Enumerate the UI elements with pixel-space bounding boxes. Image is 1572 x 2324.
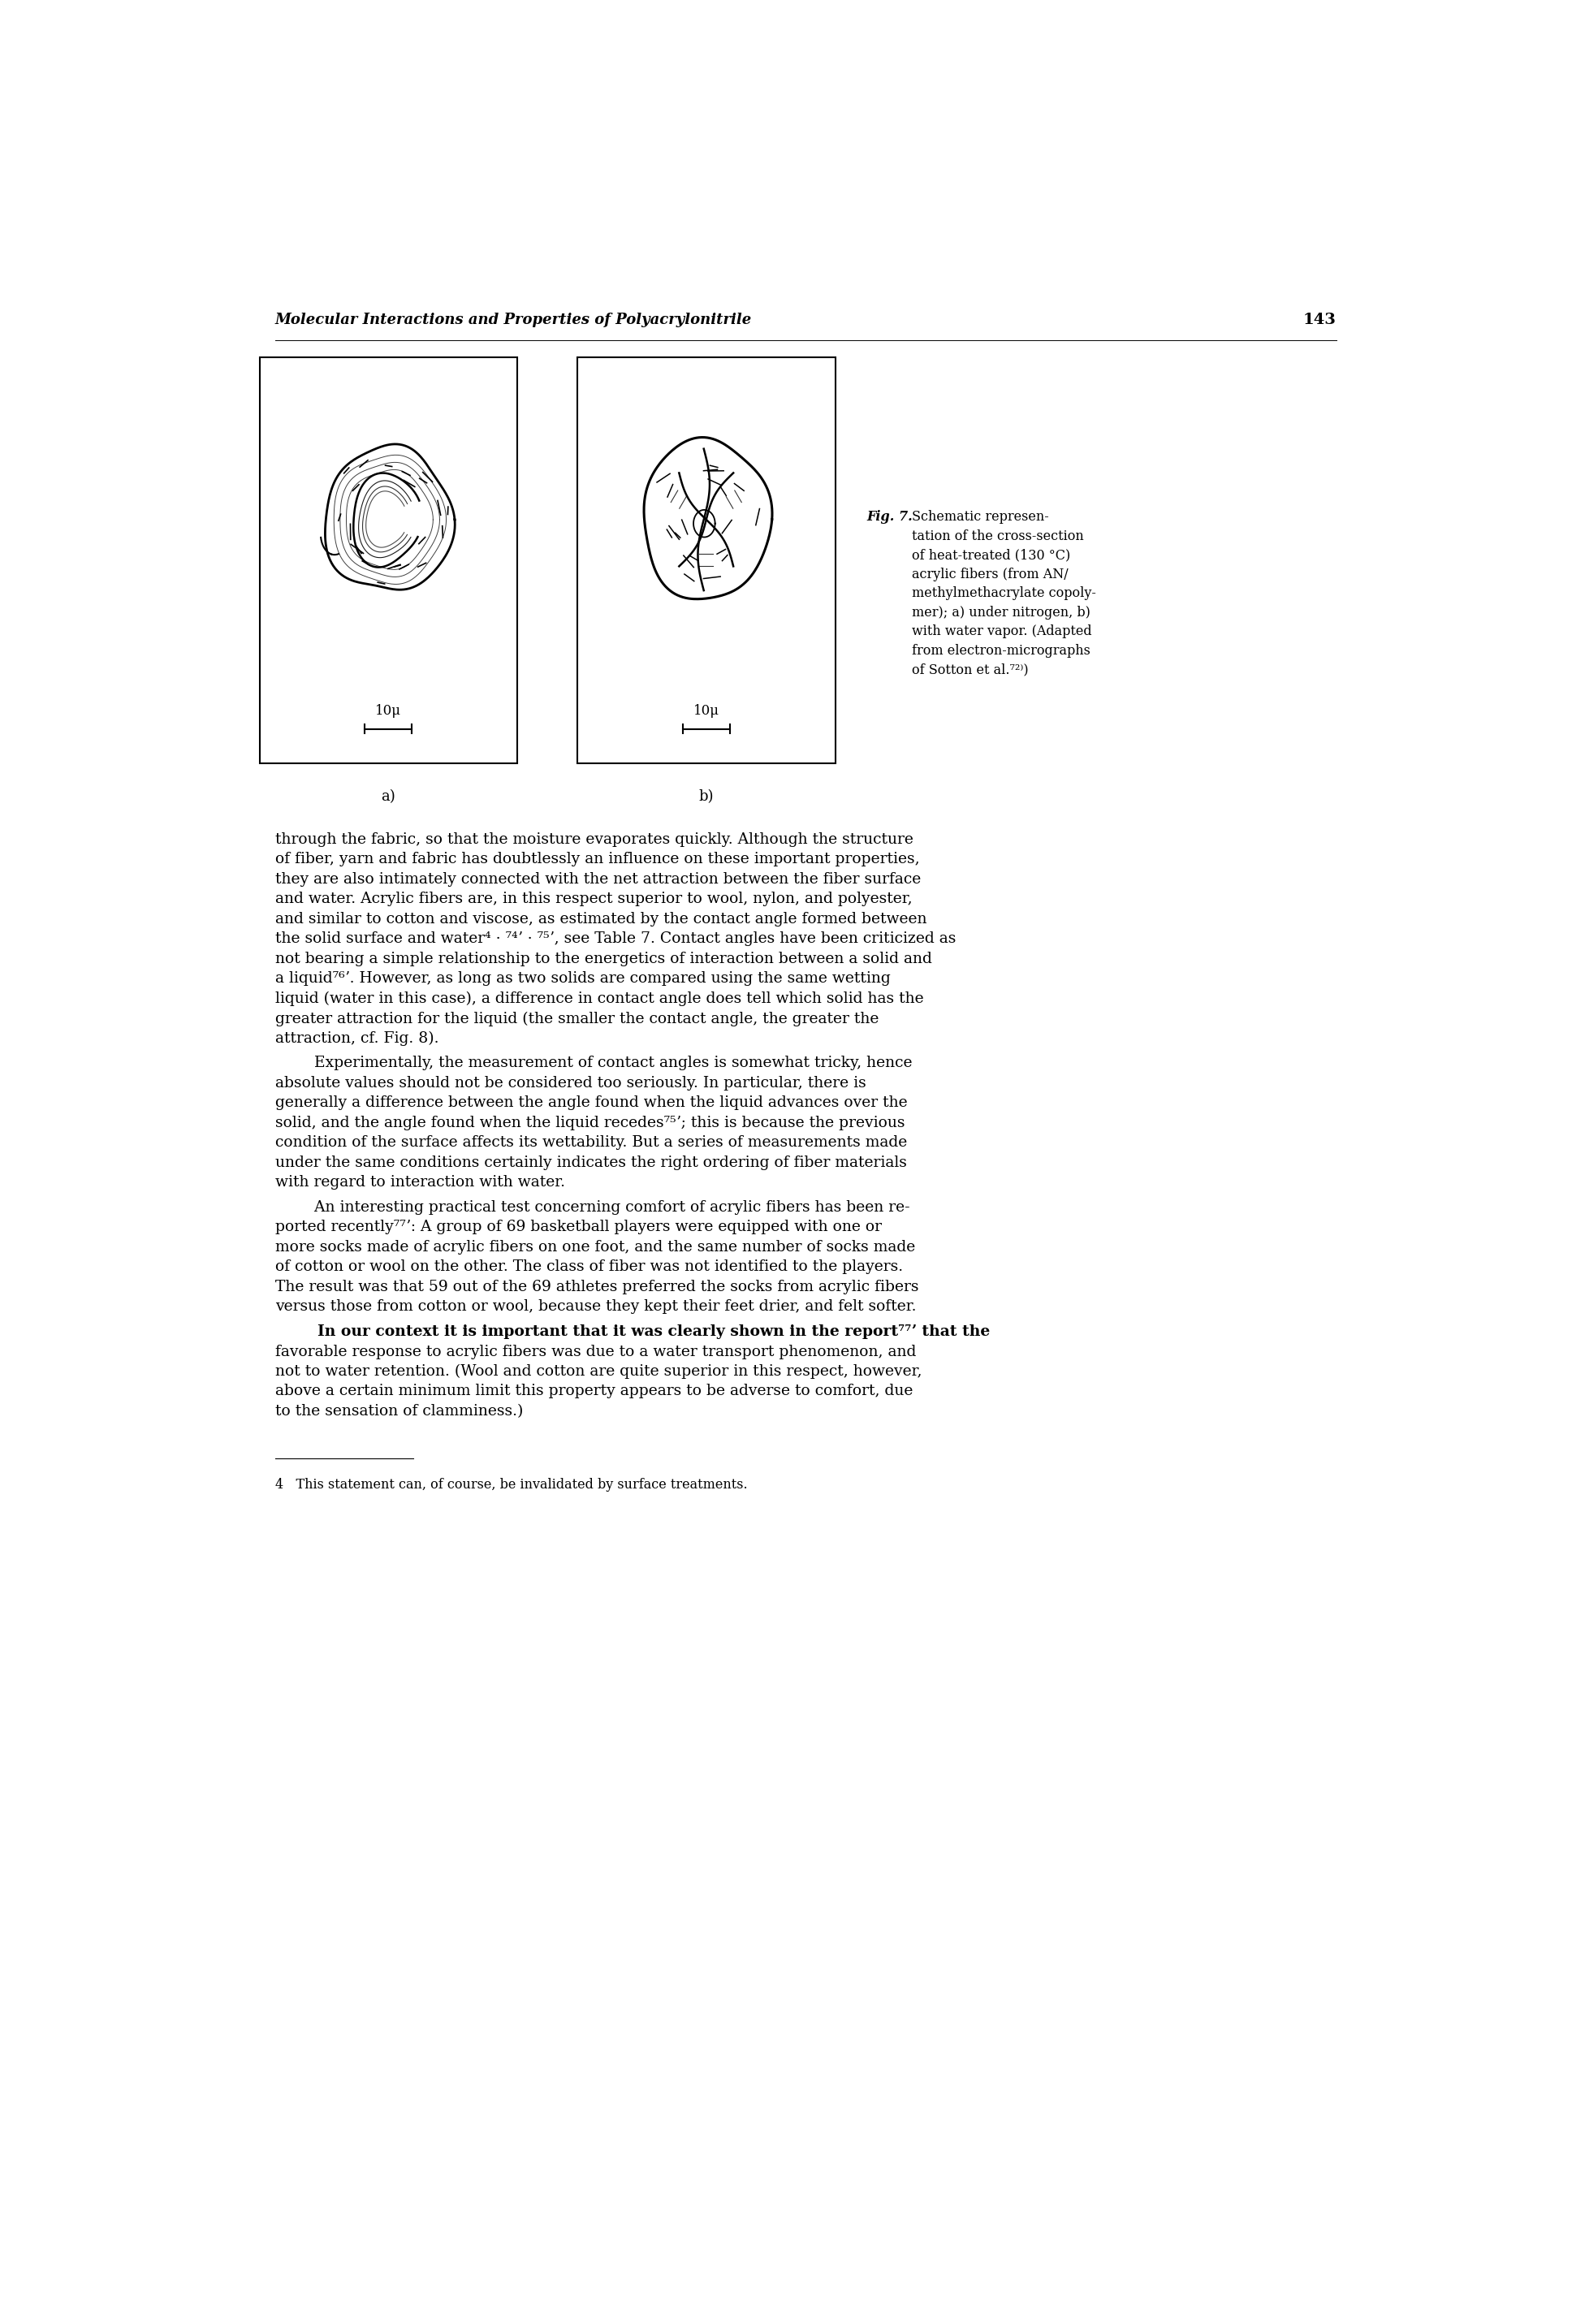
Text: not to water retention. (Wool and cotton are quite superior in this respect, how: not to water retention. (Wool and cotton… — [275, 1364, 921, 1378]
Text: liquid (water in this case), a difference in contact angle does tell which solid: liquid (water in this case), a differenc… — [275, 992, 924, 1006]
Text: ported recently⁷⁷ʼ: A group of 69 basketball players were equipped with one or: ported recently⁷⁷ʼ: A group of 69 basket… — [275, 1220, 882, 1234]
Text: through the fabric, so that the moisture evaporates quickly. Although the struct: through the fabric, so that the moisture… — [275, 832, 913, 846]
Text: to the sensation of clamminess.): to the sensation of clamminess.) — [275, 1404, 523, 1418]
Text: Experimentally, the measurement of contact angles is somewhat tricky, hence: Experimentally, the measurement of conta… — [275, 1055, 912, 1071]
Text: In our context it is important that it was clearly shown in the report⁷⁷ʼ that t: In our context it is important that it w… — [275, 1325, 990, 1339]
Text: favorable response to acrylic fibers was due to a water transport phenomenon, an: favorable response to acrylic fibers was… — [275, 1343, 916, 1360]
Text: An interesting practical test concerning comfort of acrylic fibers has been re-: An interesting practical test concerning… — [275, 1199, 910, 1215]
Text: not bearing a simple relationship to the energetics of interaction between a sol: not bearing a simple relationship to the… — [275, 951, 932, 967]
Bar — [577, 358, 835, 765]
Text: solid, and the angle found when the liquid recedes⁷⁵ʼ; this is because the previ: solid, and the angle found when the liqu… — [275, 1116, 905, 1129]
Text: under the same conditions certainly indicates the right ordering of fiber materi: under the same conditions certainly indi… — [275, 1155, 907, 1169]
Text: 4   This statement can, of course, be invalidated by surface treatments.: 4 This statement can, of course, be inva… — [275, 1478, 747, 1492]
Text: versus those from cotton or wool, because they kept their feet drier, and felt s: versus those from cotton or wool, becaus… — [275, 1299, 916, 1313]
Text: 10μ: 10μ — [376, 704, 401, 718]
Text: The result was that 59 out of the 69 athletes preferred the socks from acrylic f: The result was that 59 out of the 69 ath… — [275, 1281, 918, 1294]
Text: they are also intimately connected with the net attraction between the fiber sur: they are also intimately connected with … — [275, 872, 921, 888]
Text: absolute values should not be considered too seriously. In particular, there is: absolute values should not be considered… — [275, 1076, 866, 1090]
Text: above a certain minimum limit this property appears to be adverse to comfort, du: above a certain minimum limit this prope… — [275, 1385, 913, 1399]
Text: attraction, cf. Fig. 8).: attraction, cf. Fig. 8). — [275, 1032, 439, 1046]
Text: of fiber, yarn and fabric has doubtlessly an influence on these important proper: of fiber, yarn and fabric has doubtlessl… — [275, 853, 920, 867]
Text: Schematic represen-
tation of the cross-section
of heat-treated (130 °C)
acrylic: Schematic represen- tation of the cross-… — [912, 511, 1096, 676]
Bar — [259, 358, 517, 765]
Text: the solid surface and water⁴ · ⁷⁴ʼ · ⁷⁵ʼ, see Table 7. Contact angles have been : the solid surface and water⁴ · ⁷⁴ʼ · ⁷⁵ʼ… — [275, 932, 956, 946]
Text: more socks made of acrylic fibers on one foot, and the same number of socks made: more socks made of acrylic fibers on one… — [275, 1241, 915, 1255]
Text: Fig. 7.: Fig. 7. — [866, 511, 913, 523]
Text: Molecular Interactions and Properties of Polyacrylonitrile: Molecular Interactions and Properties of… — [275, 311, 751, 328]
Text: condition of the surface affects its wettability. But a series of measurements m: condition of the surface affects its wet… — [275, 1136, 907, 1150]
Text: generally a difference between the angle found when the liquid advances over the: generally a difference between the angle… — [275, 1095, 907, 1111]
Text: and similar to cotton and viscose, as estimated by the contact angle formed betw: and similar to cotton and viscose, as es… — [275, 911, 927, 927]
Text: greater attraction for the liquid (the smaller the contact angle, the greater th: greater attraction for the liquid (the s… — [275, 1011, 879, 1025]
Text: b): b) — [698, 790, 714, 804]
Text: with regard to interaction with water.: with regard to interaction with water. — [275, 1176, 564, 1190]
Text: a liquid⁷⁶ʼ. However, as long as two solids are compared using the same wetting: a liquid⁷⁶ʼ. However, as long as two sol… — [275, 971, 890, 985]
Text: 10μ: 10μ — [693, 704, 720, 718]
Text: a): a) — [382, 790, 396, 804]
Text: and water. Acrylic fibers are, in this respect superior to wool, nylon, and poly: and water. Acrylic fibers are, in this r… — [275, 892, 912, 906]
Text: 143: 143 — [1303, 311, 1336, 328]
Text: of cotton or wool on the other. The class of fiber was not identified to the pla: of cotton or wool on the other. The clas… — [275, 1260, 902, 1274]
